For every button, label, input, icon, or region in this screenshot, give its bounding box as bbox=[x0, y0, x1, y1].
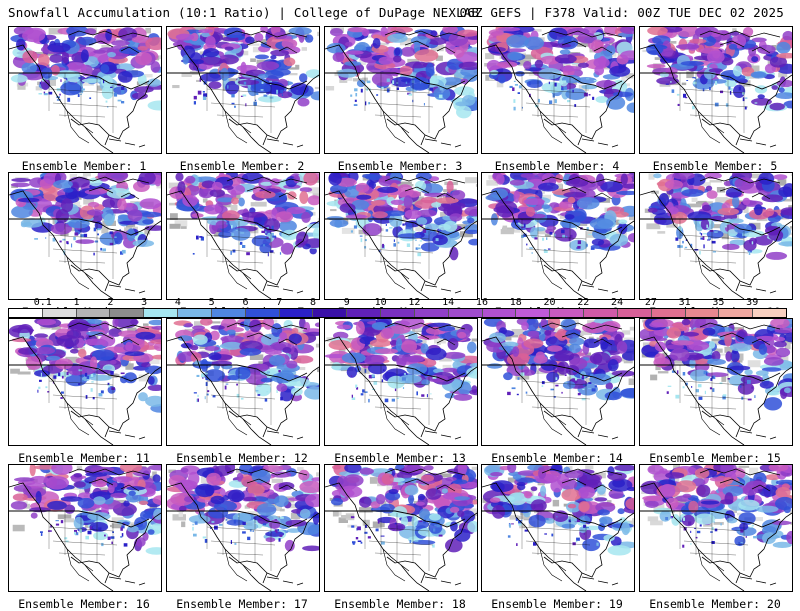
legend-tick-label: 27 bbox=[645, 297, 657, 308]
legend-color-swatch bbox=[686, 309, 720, 317]
legend-tick-label: 5 bbox=[209, 297, 215, 308]
legend-tick-label: 6 bbox=[242, 297, 248, 308]
legend-color-swatch bbox=[652, 309, 686, 317]
ensemble-member-map bbox=[8, 464, 162, 592]
legend-color-swatch bbox=[516, 309, 550, 317]
ensemble-member-map bbox=[166, 26, 320, 154]
ensemble-member-label: Ensemble Member: 3 bbox=[322, 159, 478, 173]
legend-color-swatch bbox=[415, 309, 449, 317]
ensemble-member-label: Ensemble Member: 16 bbox=[6, 597, 162, 611]
ensemble-member-map bbox=[481, 464, 635, 592]
ensemble-member-label: Ensemble Member: 18 bbox=[322, 597, 478, 611]
legend-color-swatch bbox=[144, 309, 178, 317]
legend-color-swatch bbox=[618, 309, 652, 317]
legend-tick-label: 35 bbox=[712, 297, 724, 308]
legend-color-swatch bbox=[77, 309, 111, 317]
legend-tick-label: 4 bbox=[175, 297, 181, 308]
ensemble-member-label: Ensemble Member: 15 bbox=[637, 451, 793, 465]
ensemble-member-label: Ensemble Member: 12 bbox=[164, 451, 320, 465]
run-info: 06Z GEFS | F378 Valid: 00Z TUE DEC 02 20… bbox=[460, 5, 784, 20]
legend-color-swatch bbox=[753, 309, 786, 317]
legend-tick-label: 7 bbox=[276, 297, 282, 308]
ensemble-member-map bbox=[324, 318, 478, 446]
ensemble-member-label: Ensemble Member: 4 bbox=[479, 159, 635, 173]
ensemble-member-map bbox=[166, 318, 320, 446]
ensemble-member-label: Ensemble Member: 2 bbox=[164, 159, 320, 173]
ensemble-member-map bbox=[324, 172, 478, 300]
ensemble-member-label: Ensemble Member: 5 bbox=[637, 159, 793, 173]
map-title: Snowfall Accumulation (10:1 Ratio) | Col… bbox=[8, 5, 479, 20]
ensemble-member-map bbox=[639, 172, 793, 300]
legend-tick-label: 0.1 bbox=[34, 297, 52, 308]
legend-tick-label: 9 bbox=[344, 297, 350, 308]
ensemble-member-label: Ensemble Member: 13 bbox=[322, 451, 478, 465]
legend-color-swatch bbox=[313, 309, 347, 317]
legend-tick-label: 8 bbox=[310, 297, 316, 308]
ensemble-member-map bbox=[639, 464, 793, 592]
ensemble-member-map bbox=[8, 172, 162, 300]
ensemble-member-label: Ensemble Member: 19 bbox=[479, 597, 635, 611]
legend-tick-label: 24 bbox=[611, 297, 623, 308]
ensemble-member-map bbox=[8, 318, 162, 446]
legend-tick-label: 3 bbox=[141, 297, 147, 308]
legend-color-swatch bbox=[381, 309, 415, 317]
legend-color-swatch bbox=[550, 309, 584, 317]
legend-tick-label: 22 bbox=[577, 297, 589, 308]
legend-color-swatch bbox=[110, 309, 144, 317]
legend-tick-label: 20 bbox=[543, 297, 555, 308]
legend-color-swatch bbox=[719, 309, 753, 317]
legend-tick-label: 31 bbox=[679, 297, 691, 308]
legend-tick-label: 2 bbox=[107, 297, 113, 308]
legend-color-swatch bbox=[584, 309, 618, 317]
legend-tick-label: 39 bbox=[746, 297, 758, 308]
legend-color-swatch bbox=[212, 309, 246, 317]
ensemble-member-label: Ensemble Member: 14 bbox=[479, 451, 635, 465]
ensemble-member-map bbox=[8, 26, 162, 154]
legend-tick-label: 10 bbox=[375, 297, 387, 308]
legend-tick-label: 14 bbox=[442, 297, 454, 308]
legend-color-swatch bbox=[43, 309, 77, 317]
ensemble-member-map bbox=[481, 172, 635, 300]
ensemble-member-map bbox=[481, 26, 635, 154]
legend-color-swatch bbox=[483, 309, 517, 317]
legend-color-swatch bbox=[178, 309, 212, 317]
legend-tick-label: 18 bbox=[510, 297, 522, 308]
ensemble-member-map bbox=[166, 464, 320, 592]
ensemble-member-map bbox=[639, 318, 793, 446]
ensemble-member-label: Ensemble Member: 11 bbox=[6, 451, 162, 465]
ensemble-member-map bbox=[481, 318, 635, 446]
legend-color-swatch bbox=[246, 309, 280, 317]
snowfall-color-legend bbox=[8, 308, 787, 318]
ensemble-member-label: Ensemble Member: 17 bbox=[164, 597, 320, 611]
ensemble-member-map bbox=[166, 172, 320, 300]
ensemble-member-map bbox=[324, 464, 478, 592]
legend-color-swatch bbox=[9, 309, 43, 317]
ensemble-member-label: Ensemble Member: 20 bbox=[637, 597, 793, 611]
ensemble-member-map bbox=[639, 26, 793, 154]
legend-color-swatch bbox=[347, 309, 381, 317]
ensemble-member-label: Ensemble Member: 1 bbox=[6, 159, 162, 173]
legend-tick-label: 1 bbox=[74, 297, 80, 308]
legend-tick-label: 16 bbox=[476, 297, 488, 308]
legend-color-swatch bbox=[280, 309, 314, 317]
legend-color-swatch bbox=[449, 309, 483, 317]
ensemble-member-map bbox=[324, 26, 478, 154]
legend-tick-label: 12 bbox=[408, 297, 420, 308]
